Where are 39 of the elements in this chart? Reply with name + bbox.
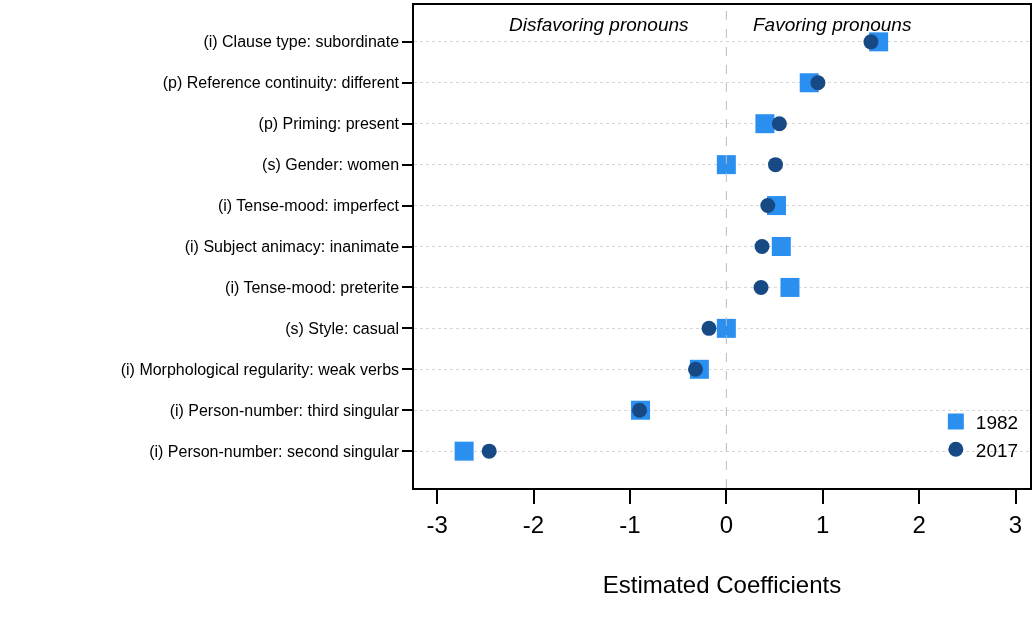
x-tick-label: 2 [912, 510, 926, 538]
x-tick-label: -1 [619, 510, 641, 538]
annotation: Disfavoring pronouns [509, 14, 690, 35]
y-tick-label: (i) Tense-mood: imperfect [217, 197, 400, 215]
annotation: Favoring pronouns [753, 14, 912, 35]
x-tick-label: 1 [816, 510, 830, 538]
point [688, 361, 703, 377]
point [754, 239, 770, 254]
legend-label: 2017 [975, 439, 1019, 461]
y-tick-label: (p) Reference continuity: different [162, 74, 400, 92]
x-axis-title: Estimated Coefficients [602, 571, 842, 599]
y-tick-label: (i) Person-number: third singular [169, 401, 400, 419]
x-tick-label: 0 [719, 510, 734, 538]
y-tick-label: (i) Clause type: subordinate [203, 33, 400, 51]
point [768, 157, 783, 173]
point [701, 320, 717, 336]
point [716, 155, 736, 175]
point [716, 318, 736, 338]
point [753, 279, 769, 295]
point [771, 237, 791, 256]
point [771, 116, 787, 132]
y-tick-label: (i) Subject animacy: inanimate [184, 238, 400, 256]
point [863, 34, 879, 50]
point [810, 75, 826, 91]
x-tick-label: -3 [426, 510, 448, 538]
x-tick-label: -2 [522, 510, 545, 538]
point [755, 114, 775, 134]
y-tick-label: (i) Morphological regularity: weak verbs [120, 360, 400, 378]
x-tick-label: 3 [1008, 510, 1023, 538]
y-tick-label: (s) Gender: women [262, 156, 400, 174]
point [481, 443, 497, 459]
y-tick-label: (i) Tense-mood: preterite [225, 279, 400, 297]
point [454, 441, 474, 461]
point [780, 277, 800, 297]
y-tick-label: (p) Priming: present [258, 115, 400, 133]
y-tick-label: (i) Person-number: second singular [149, 442, 400, 460]
point [760, 198, 776, 214]
y-tick-label: (s) Style: casual [285, 319, 400, 337]
legend-label: 1982 [975, 411, 1019, 433]
